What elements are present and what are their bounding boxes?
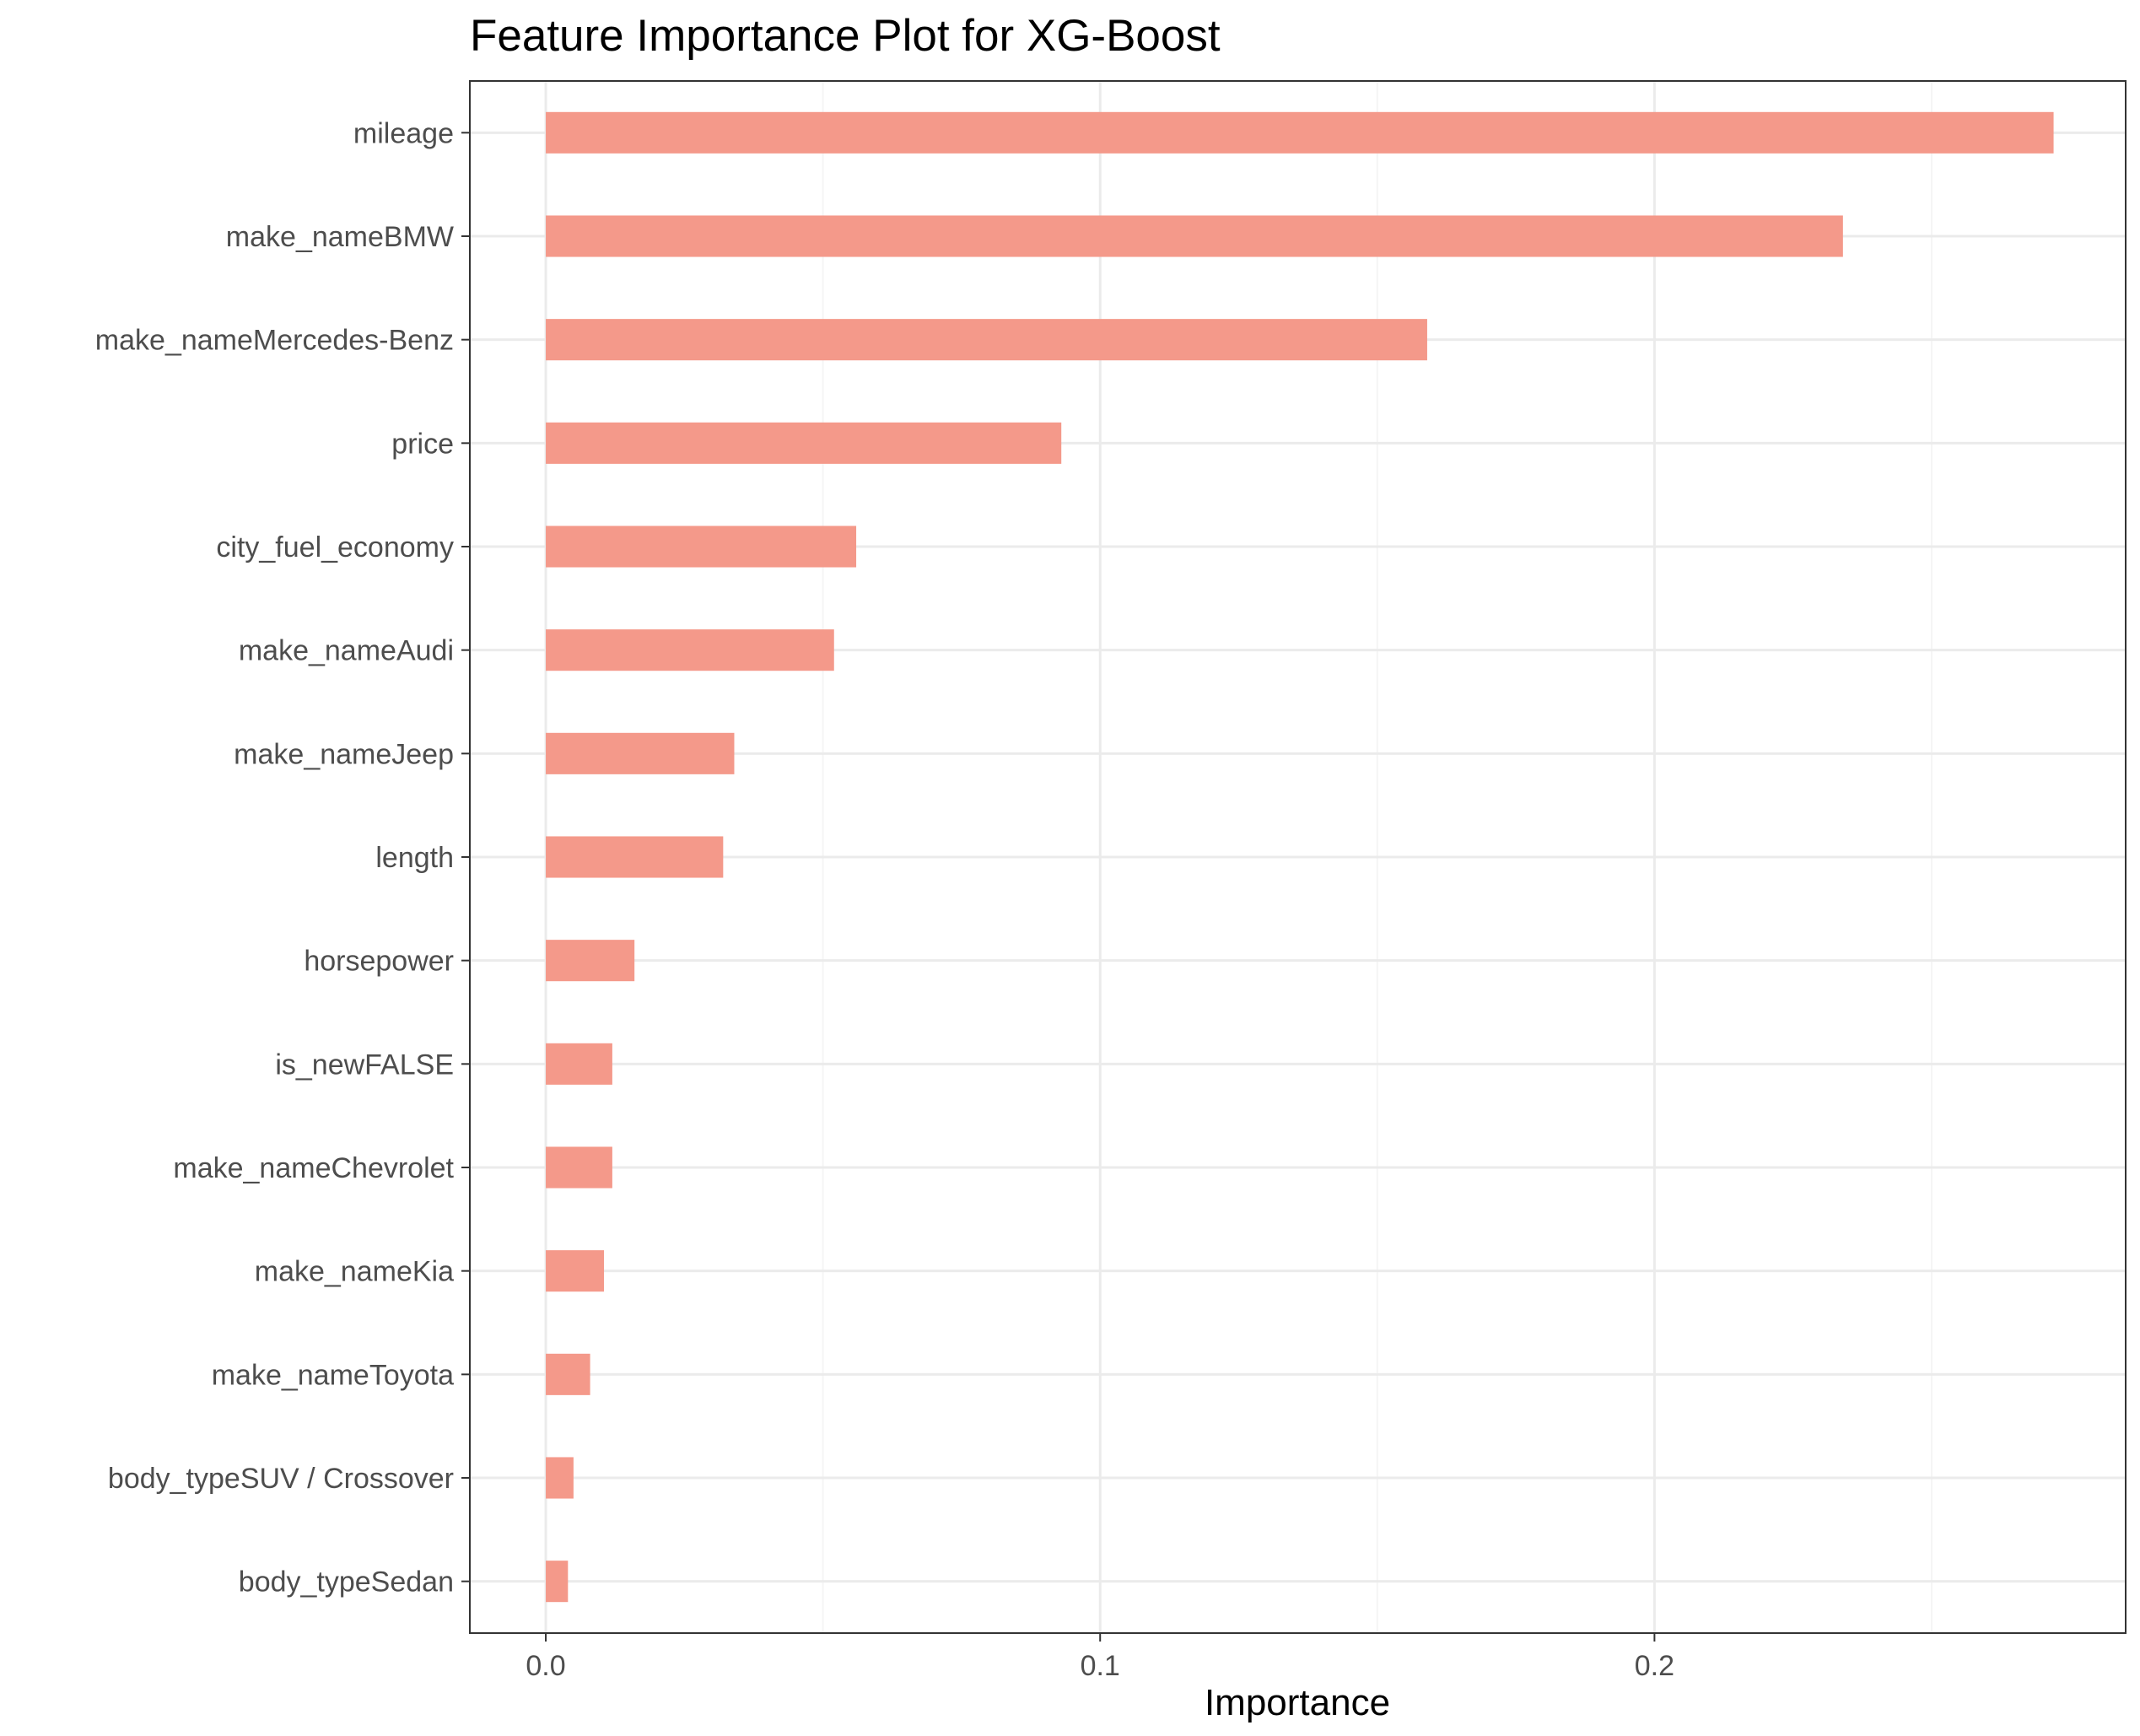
y-axis: mileage make_nameBMW make_nameMercedes-Ben… [95,117,470,1599]
y-tick-label: make_nameKia [255,1256,454,1288]
y-tick-label: make_nameChevrolet [173,1152,454,1184]
bar-length [546,836,724,878]
y-tick-label: make_nameToyota [212,1359,454,1391]
bar-body-typesuv-crossover [546,1457,574,1499]
x-axis: 0.0 0.1 0.2 [526,1633,1674,1682]
y-tick-label: city_fuel_economy [216,531,454,563]
x-axis-title: Importance [1205,1682,1390,1723]
y-tick-label: length [375,842,454,874]
y-tick-label: mileage [353,117,454,149]
bar-layer [546,111,2054,1603]
bar-horsepower [546,940,635,982]
y-tick-label: make_nameMercedes-Benz [95,325,454,357]
bar-make-nametoyota [546,1353,590,1395]
bar-make-namechevrolet [546,1146,612,1189]
x-tick-label: 0.0 [526,1650,565,1682]
bar-make-namekia [546,1250,605,1292]
y-tick-label: make_nameAudi [239,635,454,667]
x-tick-label: 0.2 [1635,1650,1674,1682]
bar-make-nameaudi [546,629,834,671]
bar-mileage [546,111,2054,154]
bar-is-newfalse [546,1043,612,1085]
bar-body-typesedan [546,1561,569,1603]
y-tick-label: body_typeSedan [239,1566,454,1599]
bar-make-namemercedes-benz [546,319,1427,361]
bar-make-namejeep [546,732,735,774]
y-tick-label: horsepower [304,946,454,978]
bar-city-fuel-economy [546,526,857,568]
chart-title: Feature Importance Plot for XG-Boost [470,11,1221,61]
y-tick-label: make_nameJeep [234,738,454,770]
y-tick-label: price [391,428,454,460]
y-tick-label: body_typeSUV / Crossover [108,1463,454,1495]
bar-price [546,422,1062,464]
bar-make-namebmw [546,215,1843,257]
y-tick-label: make_nameBMW [226,221,454,253]
y-tick-label: is_newFALSE [275,1049,454,1081]
x-tick-label: 0.1 [1081,1650,1120,1682]
